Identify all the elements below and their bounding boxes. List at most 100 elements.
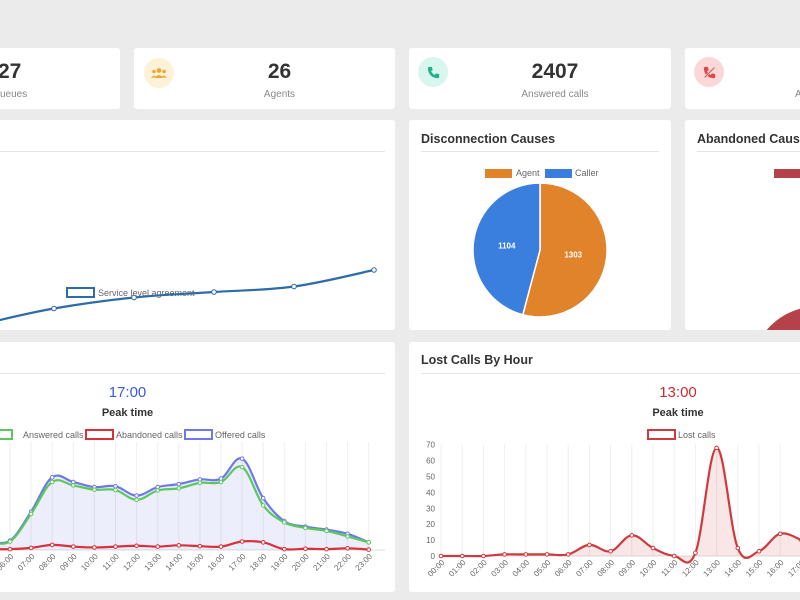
x-tick-label: 15:00 [744, 558, 765, 579]
data-point [92, 545, 97, 550]
data-point [113, 483, 118, 489]
data-point [7, 546, 13, 552]
data-point [134, 497, 139, 503]
legend-label-offered: Offered calls [215, 430, 266, 440]
data-point [239, 539, 245, 544]
data-point [260, 540, 266, 545]
peak-time-label: Peak time [101, 407, 154, 419]
y-tick-label: 0 [431, 552, 436, 561]
divider [421, 151, 659, 152]
stat-label: ueues [0, 89, 28, 100]
x-tick-label: 17:00 [227, 552, 248, 573]
legend-label: Service level agreement [98, 288, 195, 298]
stat-label: Agents [263, 89, 296, 100]
legend-swatch [774, 169, 800, 178]
data-point [92, 487, 97, 492]
x-tick-label: 03:00 [489, 558, 510, 579]
x-tick-label: 19:00 [269, 552, 290, 573]
legend-swatch-caller [545, 169, 572, 178]
x-tick-label: 12:00 [121, 552, 142, 573]
y-tick-label: 10 [426, 536, 435, 545]
phone-icon [418, 57, 448, 87]
data-point [671, 553, 677, 559]
stat-card-queues: 27 ueues [0, 48, 120, 109]
x-tick-label: 06:00 [553, 558, 574, 579]
data-point [777, 531, 783, 537]
x-tick-label: 14:00 [723, 558, 744, 579]
x-tick-label: 18:00 [248, 552, 269, 573]
x-tick-label: 16:00 [765, 558, 786, 579]
service-level-card: Service level agreement 3040506060+ [0, 120, 395, 330]
data-point [459, 553, 465, 559]
calls-by-hour-card: 17:00 Peak time Answered calls Abandoned… [0, 342, 395, 592]
x-tick-label: 09:00 [58, 552, 79, 573]
data-point [71, 483, 76, 488]
data-point [735, 545, 741, 551]
data-point [239, 464, 245, 470]
data-point [239, 456, 245, 461]
x-tick-label: 13:00 [143, 552, 164, 573]
legend-swatch [66, 287, 95, 298]
data-point [176, 543, 182, 548]
data-point [113, 544, 118, 549]
x-tick-label: 20:00 [290, 552, 311, 573]
y-tick-label: 20 [426, 520, 435, 529]
x-tick-label: 23:00 [354, 552, 375, 573]
pie-slice [472, 182, 541, 316]
y-tick-label: 70 [426, 441, 435, 450]
x-tick-label: 09:00 [617, 558, 638, 579]
data-point [502, 552, 507, 557]
x-tick-label: 11:00 [101, 552, 121, 572]
legend-swatch-answered [0, 429, 13, 440]
x-tick-label: 10:00 [638, 558, 659, 579]
divider [0, 373, 385, 374]
pie-slice [765, 307, 800, 330]
data-point [176, 486, 182, 491]
x-tick-label: 21:00 [311, 552, 332, 573]
stat-card-agents: 26 Agents [134, 48, 395, 109]
data-point [366, 547, 372, 552]
data-point [131, 294, 137, 301]
pie-slice [521, 182, 608, 318]
users-icon [144, 58, 174, 88]
data-point [155, 544, 160, 549]
data-point [28, 511, 34, 517]
legend-swatch-abandoned [85, 429, 114, 440]
stat-label: Answered calls [521, 89, 589, 100]
data-point [197, 543, 203, 549]
x-tick-label: 15:00 [185, 552, 206, 573]
data-point [218, 479, 224, 485]
data-point [28, 545, 34, 551]
data-point [113, 487, 118, 493]
legend-label-agent: Agent [516, 168, 540, 178]
stat-label: A [795, 89, 800, 100]
x-tick-label: 08:00 [37, 552, 58, 573]
x-tick-label: 08:00 [595, 558, 616, 579]
stat-value: 27 [0, 60, 22, 83]
data-point [303, 546, 308, 552]
area-fill [0, 458, 369, 550]
x-tick-label: 07:00 [574, 558, 595, 579]
legend-label-abandoned: Abandoned calls [116, 430, 183, 440]
peak-time: 13:00 [659, 384, 697, 401]
data-point [155, 488, 160, 493]
divider [0, 151, 385, 152]
data-point [49, 475, 55, 480]
card-title: Lost Calls By Hour [421, 353, 533, 367]
slice-label: 1104 [498, 242, 516, 251]
data-point [197, 480, 203, 486]
y-tick-label: 30 [426, 504, 435, 513]
calls-by-hour-chart: Answered calls Abandoned calls Offered c… [0, 429, 385, 573]
y-tick-label: 60 [426, 457, 435, 466]
abandoned-causes-card: Abandoned Causes [685, 120, 800, 330]
data-point [650, 545, 656, 551]
stat-card-answered: 2407 Answered calls [409, 48, 671, 109]
data-point [714, 445, 719, 451]
abandoned-pie-chart [765, 169, 800, 330]
data-point [608, 548, 613, 554]
data-point [134, 543, 139, 549]
data-point [693, 550, 698, 556]
data-point [756, 548, 762, 554]
data-point [523, 552, 529, 557]
data-point [218, 544, 224, 549]
